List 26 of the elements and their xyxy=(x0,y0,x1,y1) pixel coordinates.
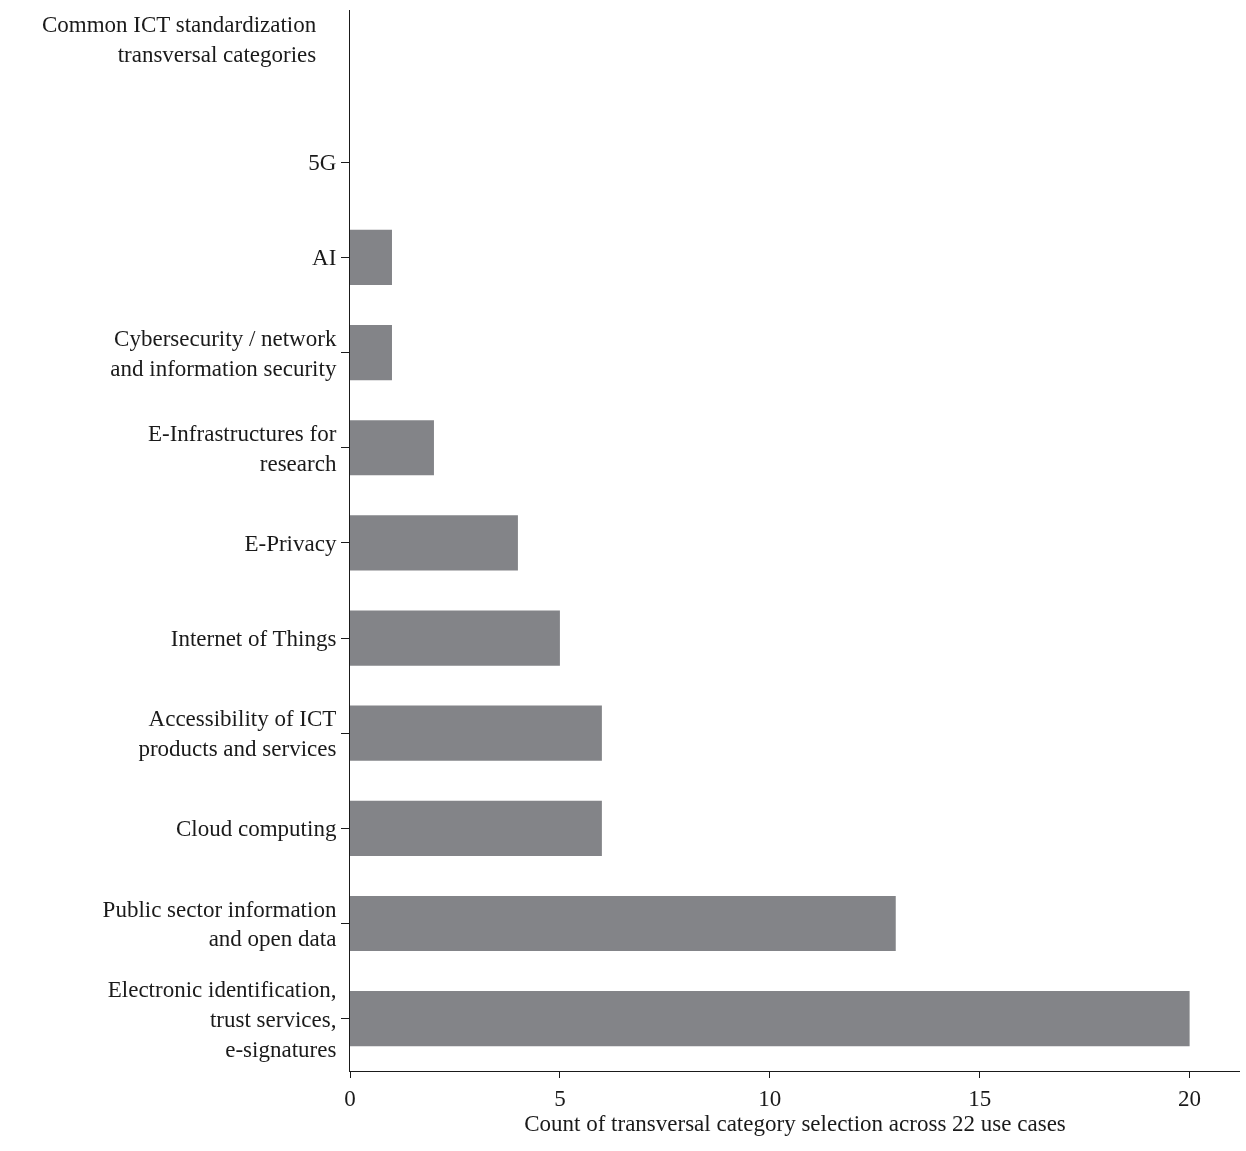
x-tick-label: 20 xyxy=(1178,1085,1202,1111)
y-tick-label: E-Privacy xyxy=(244,530,337,556)
bar xyxy=(350,515,518,571)
y-tick-label: Internet of Things xyxy=(170,626,337,652)
x-tick-label: 15 xyxy=(968,1085,992,1111)
y-tick-label: Cybersecurity / network and information security xyxy=(110,325,337,381)
bar xyxy=(350,229,392,285)
bar xyxy=(350,895,896,952)
y-tick-label: Cloud computing xyxy=(176,816,337,842)
y-tick-label: Public sector information and open data xyxy=(102,896,337,952)
bar xyxy=(350,610,560,666)
y-tick-label: 5G xyxy=(308,150,337,176)
x-tick-label: 5 xyxy=(554,1085,566,1111)
y-tick-label: E-Infrastructures for research xyxy=(148,420,337,476)
y-tick-label: AI xyxy=(312,245,337,271)
y-axis-title: Common ICT standardization transversal categories xyxy=(42,12,317,67)
x-tick-label: 0 xyxy=(344,1085,356,1111)
bar xyxy=(350,705,602,761)
bar xyxy=(350,991,1190,1047)
bar xyxy=(350,420,434,476)
x-axis-title: Count of transversal category selection across 22 use cases xyxy=(524,1110,1066,1136)
bar xyxy=(350,800,602,856)
x-tick-label: 10 xyxy=(758,1085,782,1111)
bar xyxy=(350,324,392,381)
y-tick-label: Accessibility of ICT products and services xyxy=(138,706,337,762)
y-tick-label: Electronic identification, trust services, e-signatures xyxy=(107,976,337,1062)
